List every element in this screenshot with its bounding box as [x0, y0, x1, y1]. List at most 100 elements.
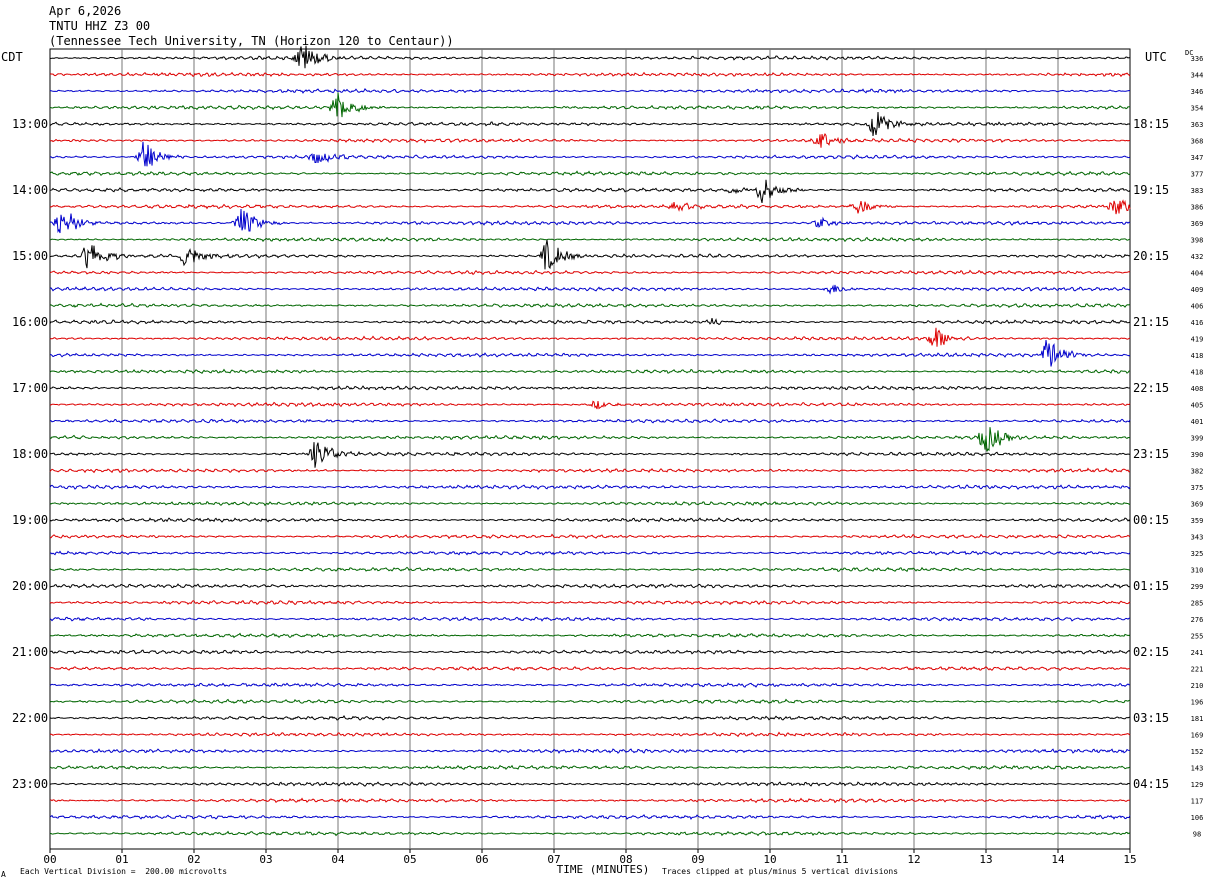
dc-value: 343	[1191, 534, 1204, 542]
dc-value: 369	[1191, 501, 1204, 509]
right-time-label: 20:15	[1133, 249, 1169, 263]
right-time-label: 19:15	[1133, 183, 1169, 197]
dc-value: 368	[1191, 138, 1204, 146]
dc-value: 401	[1191, 418, 1204, 426]
dc-value: 325	[1191, 550, 1204, 558]
dc-value: 210	[1191, 682, 1204, 690]
dc-value: 363	[1191, 121, 1204, 129]
trace-line	[50, 667, 1130, 671]
dc-value: 106	[1191, 814, 1204, 822]
trace-line	[50, 112, 1130, 136]
left-time-label: 23:00	[12, 777, 48, 791]
left-time-label: 14:00	[12, 183, 48, 197]
dc-value: 181	[1191, 715, 1204, 723]
trace-line	[50, 617, 1130, 621]
trace-line	[50, 89, 1130, 93]
x-tick-label: 11	[835, 853, 848, 866]
chart-grid	[50, 49, 1130, 849]
x-tick-label: 03	[259, 853, 272, 866]
dc-value: 408	[1191, 385, 1204, 393]
left-time-label: 13:00	[12, 117, 48, 131]
right-time-label: 18:15	[1133, 117, 1169, 131]
right-time-label: 04:15	[1133, 777, 1169, 791]
left-time-label: 17:00	[12, 381, 48, 395]
left-time-label: 16:00	[12, 315, 48, 329]
trace-line	[50, 238, 1130, 242]
trace-line	[50, 485, 1130, 489]
dc-value: 347	[1191, 154, 1204, 162]
left-time-label: 15:00	[12, 249, 48, 263]
dc-value: 241	[1191, 649, 1204, 657]
dc-value: 399	[1191, 435, 1204, 443]
trace-line	[50, 304, 1130, 308]
left-time-label: 18:00	[12, 447, 48, 461]
dc-value: 344	[1191, 72, 1204, 80]
trace-line	[50, 442, 1130, 468]
trace-line	[50, 401, 1130, 409]
dc-value: 196	[1191, 699, 1204, 707]
trace-line	[50, 180, 1130, 203]
dc-value: 346	[1191, 88, 1204, 96]
trace-line	[50, 502, 1130, 506]
trace-line	[50, 749, 1130, 753]
trace-line	[50, 650, 1130, 654]
dc-value: 398	[1191, 237, 1204, 245]
clip-note: Traces clipped at plus/minus 5 vertical …	[662, 867, 898, 876]
trace-line	[50, 584, 1130, 588]
trace-line	[50, 815, 1130, 819]
dc-value: 359	[1191, 517, 1204, 525]
trace-line	[50, 142, 1130, 167]
trace-line	[50, 318, 1130, 324]
x-tick-label: 00	[43, 853, 56, 866]
x-tick-label: 14	[1051, 853, 1065, 866]
plot-frame	[50, 49, 1130, 849]
trace-line	[50, 733, 1130, 737]
trace-line	[50, 469, 1130, 473]
dc-value: 409	[1191, 286, 1204, 294]
trace-line	[50, 683, 1130, 687]
trace-line	[50, 427, 1130, 451]
trace-line	[50, 832, 1130, 836]
x-tick-label: 15	[1123, 853, 1136, 866]
trace-line	[50, 134, 1130, 148]
right-time-label: 21:15	[1133, 315, 1169, 329]
trace-line	[50, 518, 1130, 522]
dc-value: 419	[1191, 336, 1204, 344]
left-time-label: 22:00	[12, 711, 48, 725]
trace-line	[50, 551, 1130, 555]
trace-line	[50, 567, 1130, 571]
x-tick-label: 13	[979, 853, 992, 866]
trace-line	[50, 799, 1130, 803]
dc-value: 406	[1191, 303, 1204, 311]
trace-line	[50, 201, 1130, 214]
dc-value: 382	[1191, 468, 1204, 476]
dc-value: 405	[1191, 402, 1204, 410]
x-tick-label: 04	[331, 853, 345, 866]
trace-line	[50, 386, 1130, 390]
trace-line	[50, 328, 1130, 347]
chart-labels: 00 01 02 03 04 05 06 07 08 09 10 11 12 13 14 15 336 344 34…	[12, 55, 1203, 866]
x-tick-label: 10	[763, 853, 776, 866]
dc-value: 285	[1191, 600, 1204, 608]
dc-value: 152	[1191, 748, 1204, 756]
trace-line	[50, 340, 1130, 366]
dc-value: 143	[1191, 765, 1204, 773]
dc-value: 390	[1191, 451, 1204, 459]
x-tick-label: 06	[475, 853, 488, 866]
left-time-label: 21:00	[12, 645, 48, 659]
trace-line	[50, 766, 1130, 770]
trace-line	[50, 716, 1130, 720]
right-time-label: 02:15	[1133, 645, 1169, 659]
x-tick-label: 01	[115, 853, 128, 866]
trace-line	[50, 601, 1130, 605]
dc-value: 377	[1191, 171, 1204, 179]
dc-value: 336	[1191, 55, 1204, 63]
trace-line	[50, 209, 1130, 233]
right-time-label: 22:15	[1133, 381, 1169, 395]
dc-value: 299	[1191, 583, 1204, 591]
chart-traces	[50, 46, 1130, 836]
dc-value: 310	[1191, 567, 1204, 575]
dc-value: 117	[1191, 798, 1204, 806]
dc-value: 369	[1191, 220, 1204, 228]
trace-line	[50, 73, 1130, 77]
